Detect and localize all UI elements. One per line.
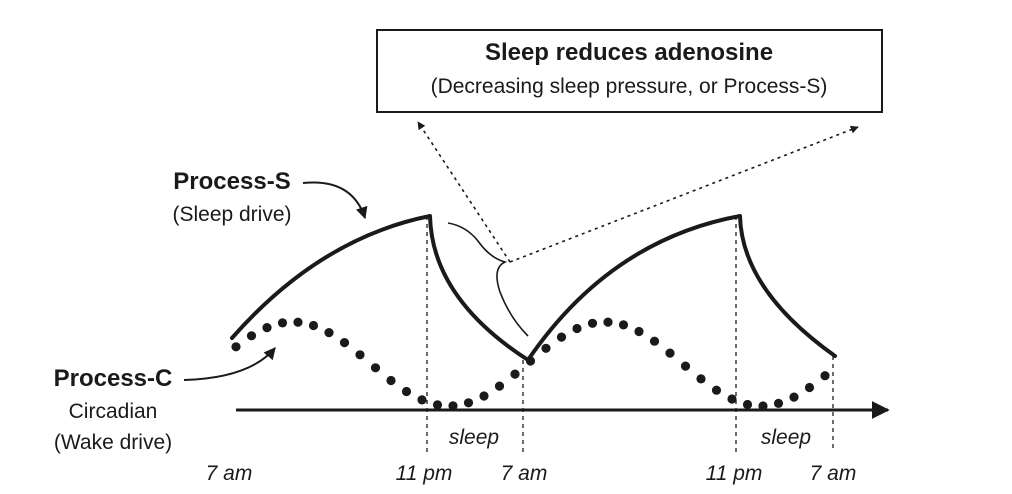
process-c-dot [401,386,412,397]
process-c-dot [696,374,706,384]
process-c-dot [804,382,815,393]
decline-brace [447,222,529,337]
time-label-1: 7 am [206,462,253,485]
process-c-dot [634,326,644,337]
process-c-dot [541,343,551,353]
process-c-dot [773,398,784,408]
process-c-dot [680,361,691,371]
process-c-dot [618,320,629,330]
process-c-dot [572,323,582,334]
process-c-dot [370,363,381,373]
process-c-dot [603,317,613,327]
callout-title: Sleep reduces adenosine [485,39,773,66]
callout-subtitle: (Decreasing sleep pressure, or Process-S… [431,75,828,98]
process-s-curve [230,214,837,362]
process-s-title: Process-S [173,168,290,195]
process-c-dot [711,385,722,395]
time-label-5: 7 am [810,462,857,485]
process-c-dot [525,356,536,366]
process-c-dot [432,400,443,410]
process-c-dot [324,328,334,338]
process-c-line1: Circadian [69,400,158,423]
process-c-dot [293,317,303,327]
process-c-dot [649,336,660,346]
process-c-dot [339,338,350,348]
callout-arrow-right [509,125,859,263]
process-c-dot [758,401,768,411]
process-c-dot [587,318,598,328]
process-c-dot [386,375,396,386]
process-c-dot [277,318,288,328]
process-c-dot [789,392,799,402]
process-c-title: Process-C [54,365,173,392]
process-c-dot [494,381,505,391]
process-c-dot [417,395,427,405]
time-label-3: 7 am [501,462,548,485]
process-c-dot [479,391,489,401]
process-c-dot [308,320,319,331]
process-s-subtitle: (Sleep drive) [172,203,291,226]
time-label-4: 11 pm [706,462,763,485]
process-c-dot [355,350,365,360]
callout-box [376,29,883,113]
process-c-dot [231,342,241,352]
process-c-line2: (Wake drive) [54,431,172,454]
process-c-curve [231,317,830,411]
sleep-label-1: sleep [449,426,499,449]
process-c-pointer-arrow [183,347,276,381]
process-c-dot [665,348,675,358]
time-label-2: 11 pm [396,462,453,485]
process-c-dot [510,369,520,379]
process-c-dot [556,332,567,342]
process-c-dot [727,394,737,404]
process-c-dot [463,398,474,408]
process-c-dot [448,401,458,411]
process-c-dot [742,399,753,410]
process-c-dot [820,371,830,381]
sleep-label-2: sleep [761,426,811,449]
process-c-dot [262,323,272,333]
process-c-dot [246,331,257,341]
process-s-pointer-arrow [302,181,368,220]
